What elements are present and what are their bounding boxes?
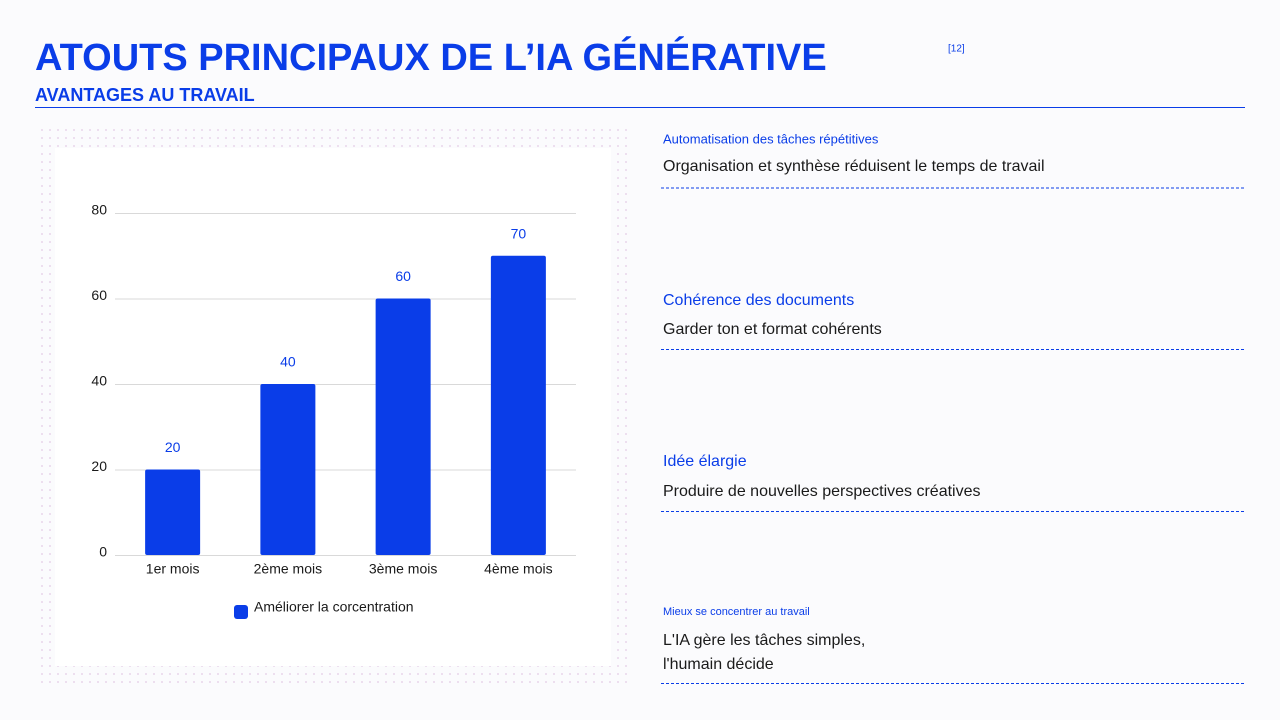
bar [490, 255, 546, 555]
value-label: 20 [165, 439, 181, 455]
item-title: Mieux se concentrer au travail [663, 606, 810, 618]
legend-label: Améliorer la corcentration [254, 599, 414, 615]
bar [260, 384, 316, 555]
item-body: Produire de nouvelles perspectives créat… [663, 483, 981, 500]
item-body: Organisation et synthèse réduisent le te… [663, 158, 1045, 175]
y-tick-label: 20 [91, 458, 107, 474]
reference: [12] [948, 44, 965, 55]
y-tick-label: 0 [99, 544, 107, 560]
item-title: Cohérence des documents [663, 292, 854, 309]
value-label: 70 [511, 225, 527, 241]
slide-title: ATOUTS PRINCIPAUX DE L’IA GÉNÉRATIVE [35, 35, 827, 79]
item-body: Garder ton et format cohérents [663, 321, 882, 338]
item-body: l'humain décide [663, 656, 774, 673]
bar [375, 298, 431, 555]
x-tick-label: 1er mois [146, 561, 200, 577]
value-label: 60 [395, 268, 411, 284]
x-tick-label: 2ème mois [254, 561, 322, 577]
value-label: 40 [280, 354, 296, 370]
item-body: L'IA gère les tâches simples, [663, 632, 865, 649]
y-tick-label: 60 [91, 287, 107, 303]
y-tick-label: 80 [91, 202, 107, 218]
y-tick-label: 40 [91, 373, 107, 389]
item-title: Idée élargie [663, 453, 747, 470]
legend-swatch [234, 605, 248, 619]
item-title: Automatisation des tâches répétitives [663, 131, 879, 146]
x-tick-label: 3ème mois [369, 561, 437, 577]
subtitle: AVANTAGES AU TRAVAIL [35, 85, 255, 105]
bar [145, 469, 201, 555]
x-tick-label: 4ème mois [484, 561, 552, 577]
